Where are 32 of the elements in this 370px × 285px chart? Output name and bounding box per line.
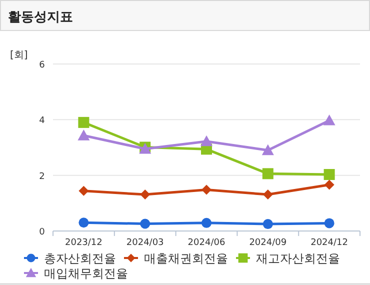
point (78, 218, 89, 228)
point (200, 135, 212, 146)
y-tick-label: 2 (39, 172, 45, 182)
x-tick-label: 2024/06 (188, 238, 226, 248)
y-tick-label: 6 (39, 60, 46, 70)
point (324, 218, 334, 228)
legend-label: 매입채무회전율 (44, 266, 128, 280)
chart-title: 활동성지표 (8, 10, 73, 25)
y-tick-label: 4 (39, 116, 46, 126)
x-tick-label: 2024/03 (126, 238, 164, 248)
point (140, 190, 150, 200)
point (262, 190, 273, 200)
point (202, 218, 212, 228)
legend-label: 매출채권회전율 (144, 252, 228, 266)
x-tick-label: 2024/12 (310, 238, 348, 248)
legend-label: 총자산회전율 (44, 252, 116, 266)
point (202, 184, 212, 195)
point (140, 218, 150, 229)
point (262, 168, 274, 180)
point (78, 116, 90, 128)
point (262, 219, 273, 230)
point (324, 169, 335, 180)
y-tick-label: 0 (39, 228, 46, 238)
point (323, 114, 336, 126)
x-tick-label: 2023/12 (65, 238, 102, 248)
x-tick-label: 2024/09 (249, 238, 287, 248)
point (262, 144, 274, 156)
point (324, 180, 334, 190)
y-axis-title: [회] (10, 50, 28, 61)
point (78, 186, 89, 196)
legend-label: 재고자산회전율 (256, 252, 340, 266)
point (78, 130, 90, 140)
